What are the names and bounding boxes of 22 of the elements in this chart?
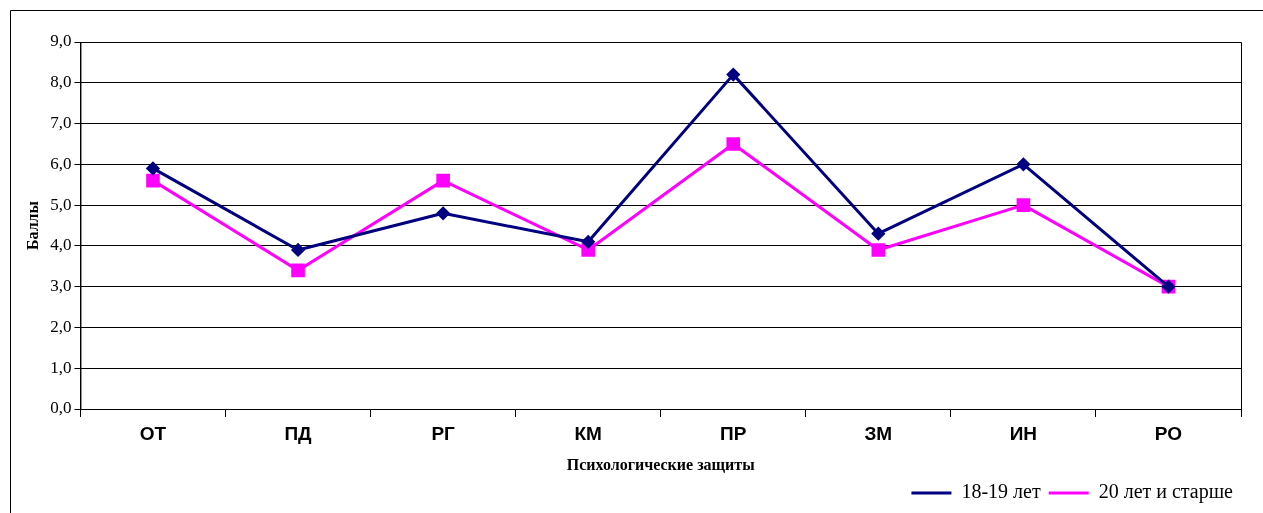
y-tick-label: 6,0	[50, 153, 72, 173]
y-tick-label: 9,0	[50, 31, 72, 51]
x-tick-label: РГ	[431, 422, 456, 444]
y-tick-label: 7,0	[50, 113, 72, 133]
y-tick-label: 2,0	[50, 316, 72, 336]
y-axis-title: Баллы	[23, 200, 41, 251]
x-tick-label: ПР	[720, 422, 747, 444]
legend-label: 18-19 лет	[961, 480, 1041, 503]
x-tick-label: ПД	[284, 422, 313, 444]
legend-label: 20 лет и старше	[1098, 480, 1234, 504]
x-tick-label: ЗМ	[864, 422, 893, 444]
x-axis-title: Психологические защиты	[566, 455, 756, 473]
y-tick-label: 4,0	[50, 235, 72, 255]
y-tick-label: 0,0	[50, 398, 72, 418]
y-tick-label: 3,0	[50, 276, 72, 296]
x-tick-label: ИН	[1009, 422, 1038, 444]
y-tick-label: 5,0	[50, 194, 72, 214]
x-tick-label: КМ	[574, 422, 602, 444]
y-tick-label: 8,0	[50, 72, 72, 92]
y-tick-label: 1,0	[50, 357, 72, 377]
x-tick-label: РО	[1154, 422, 1183, 444]
x-tick-label: ОТ	[139, 422, 167, 444]
